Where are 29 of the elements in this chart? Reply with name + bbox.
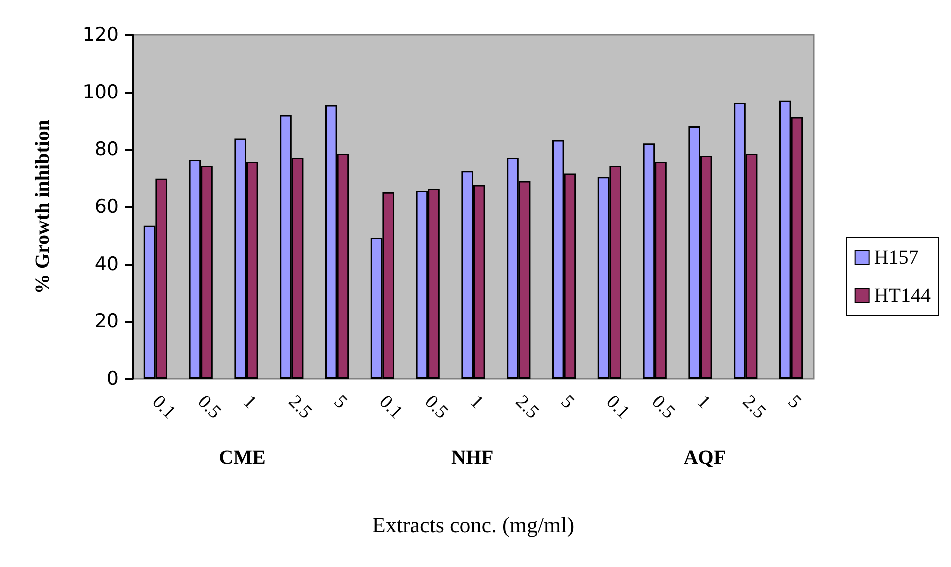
- y-axis-title: % Growth inhibtion: [32, 120, 54, 294]
- text: AQF: [684, 447, 726, 469]
- x-tick-label: 0.1: [148, 392, 180, 424]
- x-tick-label: 2.5: [738, 392, 770, 424]
- x-tick-label: 5: [330, 392, 352, 414]
- x-tick-label: 1: [693, 392, 715, 414]
- x-axis-title: Extracts conc. (mg/ml): [372, 512, 575, 538]
- x-tick-label: 5: [556, 392, 578, 414]
- legend-label: H157: [874, 247, 919, 269]
- y-tick-label: 120: [82, 24, 119, 46]
- y-tick-label: 100: [82, 81, 119, 104]
- x-tick-label: 2.5: [511, 392, 544, 424]
- text: CME: [219, 447, 266, 469]
- x-tick-label: 0.1: [375, 392, 407, 424]
- y-tick-label: 80: [94, 138, 119, 161]
- text: NHF: [452, 447, 494, 469]
- y-tick-label: 0: [106, 368, 119, 390]
- y-tick-label: 40: [94, 253, 119, 276]
- legend-label: HT144: [874, 285, 932, 307]
- x-tick-label: 0.1: [602, 392, 634, 424]
- x-tick-label: 5: [784, 392, 806, 414]
- x-tick-label: 1: [466, 392, 488, 414]
- y-tick-label: 60: [94, 196, 119, 218]
- y-tick-label: 20: [94, 310, 119, 333]
- x-tick-label: 0.5: [194, 392, 226, 424]
- x-tick-label: 0.5: [420, 392, 452, 424]
- x-tick-label: 2.5: [284, 392, 316, 424]
- x-tick-label: 1: [239, 392, 261, 414]
- x-tick-label: 0.5: [648, 392, 680, 424]
